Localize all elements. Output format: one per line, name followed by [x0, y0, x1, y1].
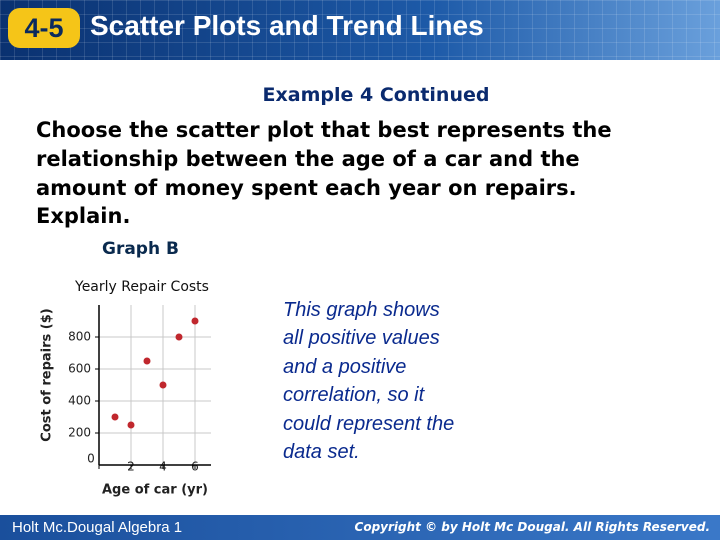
explanation-line: all positive values: [283, 327, 440, 349]
header-pattern: [0, 0, 720, 60]
question-line: Choose the scatter plot that best repres…: [36, 118, 612, 142]
question-line: relationship between the age of a car an…: [36, 147, 580, 171]
data-point: [191, 317, 199, 325]
y-tick-label: 800: [68, 330, 91, 344]
lesson-number: 4-5: [8, 8, 80, 48]
x-tick-label: 6: [191, 460, 199, 474]
explanation-line: and a positive: [283, 356, 407, 378]
graph-label: Graph B: [102, 239, 179, 259]
question-line: amount of money spent each year on repai…: [36, 176, 577, 200]
data-point: [143, 357, 151, 365]
footer-copyright: Copyright © by Holt Mc Dougal. All Right…: [354, 520, 710, 534]
chart-title: Yearly Repair Costs: [74, 279, 209, 295]
data-point: [127, 421, 135, 429]
data-point: [175, 333, 183, 341]
question-line: Explain.: [36, 204, 131, 228]
y-axis-label: Cost of repairs ($): [40, 308, 55, 441]
x-axis-label: Age of car (yr): [102, 483, 208, 498]
data-point: [111, 413, 119, 421]
data-point: [159, 381, 167, 389]
y-tick-label: 600: [68, 362, 91, 376]
explanation-line: correlation, so it: [283, 384, 425, 406]
footer-left: Holt Mc.Dougal Algebra 1: [12, 519, 183, 536]
slide-title: Scatter Plots and Trend Lines: [90, 10, 484, 41]
explanation-line: data set.: [283, 441, 360, 463]
x-tick-label: 0: [87, 452, 95, 466]
header-bar: [0, 0, 720, 60]
explanation-line: could represent the: [283, 413, 455, 435]
example-heading: Example 4 Continued: [262, 84, 490, 106]
footer-bar: [0, 515, 720, 540]
y-tick-label: 200: [68, 426, 91, 440]
explanation-line: This graph shows: [283, 299, 440, 321]
y-tick-label: 400: [68, 394, 91, 408]
x-tick-label: 2: [127, 460, 135, 474]
x-tick-label: 4: [159, 460, 167, 474]
